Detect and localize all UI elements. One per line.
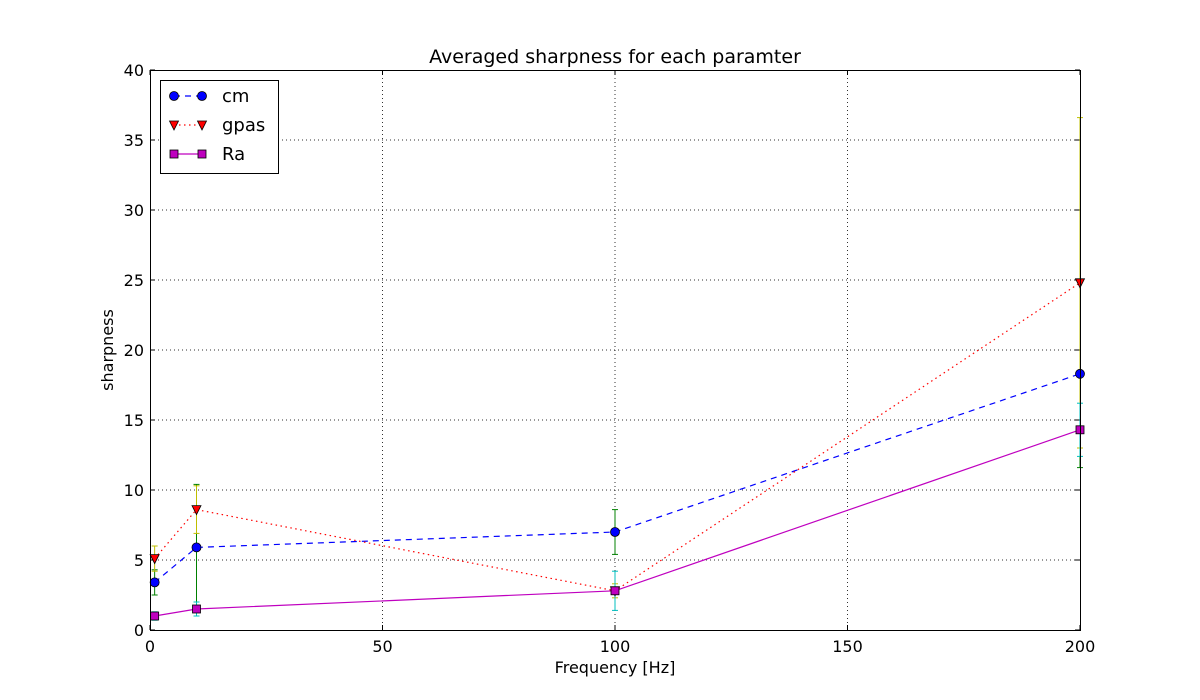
data-point-cm-2 — [610, 527, 620, 537]
legend-label-Ra: Ra — [222, 144, 245, 165]
legend-marker-start-Ra — [169, 149, 179, 159]
legend-marker-start-gpas — [168, 120, 180, 131]
legend-box — [160, 80, 279, 174]
x-tick-label-4: 200 — [1065, 637, 1096, 656]
legend-marker-start-cm — [169, 91, 179, 101]
axis-ticks: 0 50 100 150 200 0 5 10 15 20 25 30 35 40 — [124, 61, 1096, 656]
x-tick-label-0: 0 — [145, 637, 155, 656]
grid-lines — [150, 70, 1080, 630]
legend-marker-end-Ra — [197, 149, 207, 159]
y-axis-label: sharpness — [98, 309, 117, 391]
series-line-cm — [154, 373, 1081, 583]
data-point-gpas-1 — [191, 505, 202, 516]
chart-title: Averaged sharpness for each paramter — [429, 46, 801, 68]
x-tick-label-3: 150 — [832, 637, 863, 656]
data-point-Ra-0 — [150, 611, 160, 621]
data-point-Ra-2 — [610, 586, 620, 596]
y-tick-label-0: 0 — [134, 621, 144, 640]
y-tick-label-3: 15 — [124, 411, 144, 430]
plot-frame — [150, 70, 1081, 631]
series-lines — [154, 282, 1081, 617]
legend: cm gpas Ra — [160, 80, 279, 174]
y-tick-label-2: 10 — [124, 481, 144, 500]
x-tick-label-2: 100 — [600, 637, 631, 656]
data-point-cm-1 — [191, 542, 202, 553]
series-line-Ra — [154, 429, 1081, 617]
data-point-cm-0 — [149, 577, 160, 588]
legend-marker-end-gpas — [196, 120, 208, 131]
y-tick-label-5: 25 — [124, 271, 144, 290]
data-point-gpas-0 — [149, 554, 160, 565]
x-axis-label: Frequency [Hz] — [555, 658, 676, 677]
legend-label-cm: cm — [222, 86, 249, 107]
legend-label-gpas: gpas — [222, 115, 265, 136]
legend-marker-end-cm — [197, 91, 207, 101]
data-point-Ra-1 — [192, 604, 201, 614]
y-tick-label-4: 20 — [124, 341, 144, 360]
y-tick-label-8: 40 — [124, 61, 144, 80]
y-tick-label-7: 35 — [124, 131, 144, 150]
x-tick-label-1: 50 — [372, 637, 392, 656]
y-tick-label-6: 30 — [124, 201, 144, 220]
y-tick-label-1: 5 — [134, 551, 144, 570]
